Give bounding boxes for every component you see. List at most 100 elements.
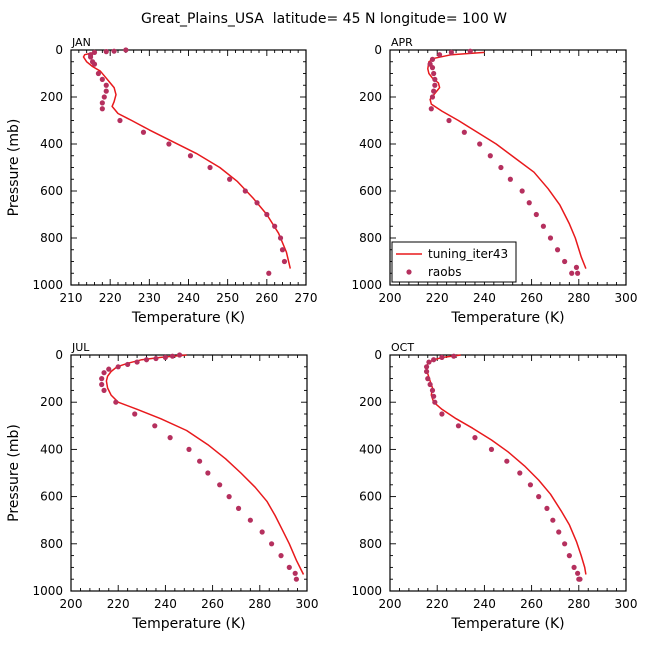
obs-point <box>101 387 107 393</box>
obs-point <box>423 364 430 370</box>
y-tick-label: 400 <box>40 442 63 456</box>
obs-point <box>272 223 278 229</box>
obs-point <box>562 258 568 265</box>
x-tick-label: 280 <box>567 597 590 611</box>
x-tick-label: 230 <box>138 291 161 305</box>
obs-point <box>217 482 223 488</box>
x-tick-label: 270 <box>295 291 318 305</box>
obs-point <box>254 200 260 206</box>
obs-point <box>526 200 532 206</box>
panel-oct: 200 220 240 260 280 300 0 200 400 600 800 1000 Tempe… <box>351 341 637 632</box>
y-tick-label: 400 <box>40 137 63 151</box>
y-tick-label: 600 <box>359 490 382 504</box>
obs-point <box>247 517 253 523</box>
obs-point <box>477 141 483 147</box>
obs-point <box>429 56 436 63</box>
y-tick-label: 800 <box>359 537 382 551</box>
obs-point <box>575 570 581 576</box>
obs-point <box>278 553 284 559</box>
obs-point <box>472 435 478 441</box>
obs-point <box>562 541 568 547</box>
obs-point <box>99 76 105 82</box>
obs-point <box>448 49 454 55</box>
x-tick-label: 280 <box>567 291 590 305</box>
obs-point <box>152 423 158 429</box>
obs-point <box>293 576 299 582</box>
obs-point <box>569 270 575 276</box>
obs-point <box>527 482 534 488</box>
obs-point <box>279 247 286 253</box>
y-tick-label: 600 <box>40 184 63 198</box>
obs-point <box>266 270 272 276</box>
y-tick-label: 0 <box>374 348 382 362</box>
y-tick-label: 0 <box>374 43 382 57</box>
obs-point <box>125 361 131 368</box>
x-tick-label: 240 <box>154 597 177 611</box>
obs-point <box>103 49 109 55</box>
y-tick-label: 200 <box>40 395 63 409</box>
y-tick-label: 1000 <box>351 278 382 292</box>
obs-point <box>536 494 542 500</box>
obs-point <box>277 235 284 241</box>
obs-point <box>432 76 438 82</box>
obs-point <box>167 435 173 441</box>
obs-point <box>498 164 504 171</box>
obs-point <box>431 357 437 363</box>
model-line <box>82 51 292 269</box>
obs-point <box>571 564 577 571</box>
obs-point <box>451 353 457 359</box>
obs-point <box>577 576 583 582</box>
legend-box <box>391 241 517 283</box>
obs-point <box>113 399 119 405</box>
obs-point <box>132 411 138 417</box>
x-tick-label: 220 <box>426 597 449 611</box>
obs-point <box>106 366 112 372</box>
x-tick-label: 260 <box>520 291 543 305</box>
obs-point <box>519 188 525 194</box>
obs-point <box>540 223 547 229</box>
x-tick-label: 250 <box>216 291 239 305</box>
y-tick-label: 600 <box>359 184 382 198</box>
obs-point <box>431 70 437 77</box>
y-tick-label: 400 <box>359 137 382 151</box>
obs-point <box>488 446 495 452</box>
obs-point <box>566 553 572 559</box>
obs-point <box>292 570 298 576</box>
obs-point <box>429 94 436 100</box>
obs-point <box>431 393 437 399</box>
y-tick-label: 600 <box>40 490 63 504</box>
x-tick-label: 220 <box>107 597 130 611</box>
obs-point <box>429 387 436 393</box>
y-tick-label: 0 <box>55 348 63 362</box>
x-tick-label: 260 <box>520 597 543 611</box>
obs-point <box>269 541 275 547</box>
x-axis-label: Temperature (K) <box>450 310 564 326</box>
obs-point <box>461 129 467 135</box>
x-tick-label: 300 <box>615 291 638 305</box>
obs-point <box>429 65 436 71</box>
legend-line-label: tuning_iter43 <box>428 247 508 261</box>
obs-point <box>134 359 140 365</box>
obs-point <box>573 264 580 270</box>
obs-point <box>439 411 445 417</box>
panel-jan: 210 220 230 240 250 260 270 0 200 400 600 800 1000 Te… <box>6 36 317 326</box>
y-tick-label: 1000 <box>32 278 63 292</box>
obs-point <box>99 100 105 106</box>
obs-point <box>436 52 443 58</box>
obs-point <box>547 235 554 241</box>
x-tick-label: 260 <box>255 291 278 305</box>
y-tick-label: 1000 <box>351 584 382 598</box>
obs-point <box>425 376 431 382</box>
obs-point <box>467 48 473 54</box>
obs-point <box>264 211 270 218</box>
obs-point <box>117 117 123 124</box>
y-axis-label: Pressure (mb) <box>6 119 22 217</box>
obs-point <box>153 355 159 362</box>
legend-point-swatch <box>406 269 412 275</box>
obs-point <box>187 153 194 159</box>
y-tick-label: 400 <box>359 442 382 456</box>
obs-point <box>544 505 550 511</box>
obs-point <box>259 529 265 535</box>
obs-point <box>99 106 105 112</box>
panels: 210 220 230 240 250 260 270 0 200 400 600 800 1000 Te… <box>6 36 637 632</box>
